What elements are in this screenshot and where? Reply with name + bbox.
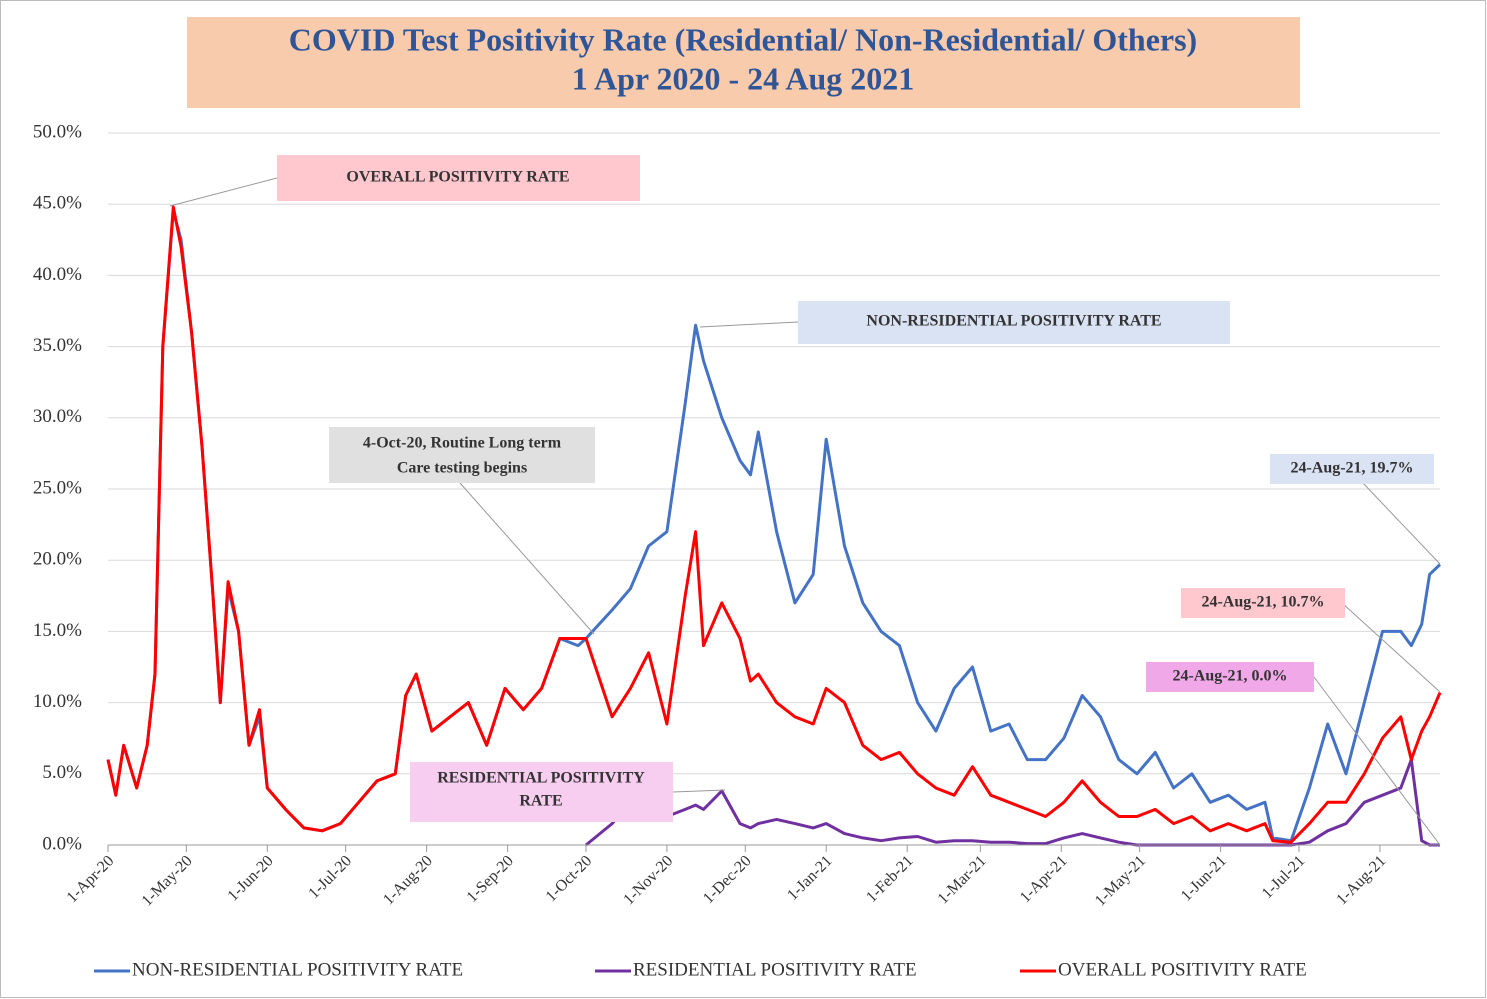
y-tick-label: 15.0%: [33, 620, 82, 641]
y-tick-label: 25.0%: [33, 477, 82, 498]
lines: [106, 205, 1442, 847]
annotation: NON-RESIDENTIAL POSITIVITY RATE: [866, 313, 1161, 330]
annotation-box: [410, 762, 673, 822]
series-line: [106, 205, 1442, 844]
leader: [1313, 676, 1441, 846]
leader: [169, 177, 278, 207]
y-tick-label: 20.0%: [33, 549, 82, 570]
y-tick-label: 40.0%: [33, 264, 82, 285]
annotation-box: [1181, 588, 1345, 618]
annotation: RESIDENTIAL POSITIVITY: [437, 770, 645, 787]
legend-label: NON-RESIDENTIAL POSITIVITY RATE: [132, 959, 463, 980]
annotation-box: [1270, 454, 1434, 484]
y-tick-label: 0.0%: [42, 833, 82, 854]
grid: 0.0% 5.0% 10.0% 15.0% 20.0% 25.0% 30.0% 35.0% 40…: [33, 121, 1440, 854]
y-tick-label: 35.0%: [33, 335, 82, 356]
annotation: 4-Oct-20, Routine Long term: [363, 435, 562, 452]
leader: [699, 321, 799, 328]
annotation-box: [277, 155, 640, 201]
annotation: 24-Aug-21, 19.7%: [1290, 460, 1413, 477]
chart-title: COVID Test Positivity Rate (Residential/…: [289, 21, 1197, 57]
chart-subtitle: 1 Apr 2020 - 24 Aug 2021: [572, 60, 915, 96]
y-tick-label: 45.0%: [33, 193, 82, 214]
legend: NON-RESIDENTIAL POSITIVITY RATE RESIDENTI…: [94, 959, 1307, 980]
annotation-box: [798, 301, 1230, 344]
y-tick-label: 10.0%: [33, 691, 82, 712]
title-box: [187, 17, 1300, 108]
annotation: 24-Aug-21, 10.7%: [1201, 594, 1324, 611]
annotation-box: [329, 427, 595, 483]
legend-label: RESIDENTIAL POSITIVITY RATE: [633, 959, 917, 980]
leader: [1341, 602, 1441, 693]
legend-label: OVERALL POSITIVITY RATE: [1058, 959, 1307, 980]
y-tick-label: 5.0%: [42, 762, 82, 783]
series-line: [585, 758, 1440, 847]
annotation: Care testing begins: [397, 460, 527, 477]
y-tick-label: 50.0%: [33, 121, 82, 142]
annotation-box: [1146, 662, 1314, 692]
annotation: RATE: [519, 793, 562, 810]
leader: [672, 789, 726, 793]
leader: [459, 482, 595, 635]
annotation: 24-Aug-21, 0.0%: [1172, 668, 1287, 685]
y-tick-label: 30.0%: [33, 406, 82, 427]
annotation: OVERALL POSITIVITY RATE: [346, 169, 569, 186]
leader: [1361, 481, 1441, 565]
annotations: OVERALL POSITIVITY RATE NON-RESIDENTIAL …: [169, 155, 1441, 846]
